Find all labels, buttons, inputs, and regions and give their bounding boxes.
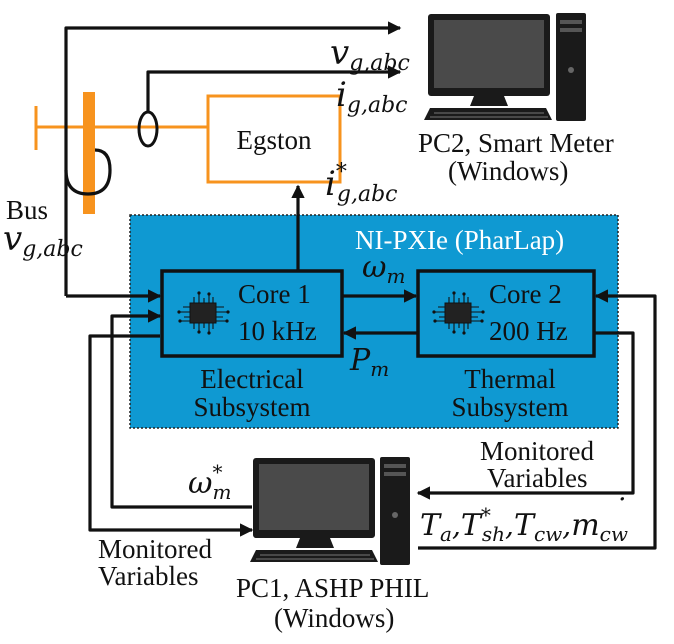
core1-name: Core 1 (238, 279, 311, 309)
current-sensor (139, 112, 157, 146)
monitored-right-1: Monitored (480, 436, 594, 466)
thermal-label-2: Subsystem (451, 392, 568, 422)
core1-rate: 10 kHz (238, 316, 317, 346)
pc2-os: (Windows) (448, 156, 568, 186)
istar-gabc: i* g,abc (325, 160, 397, 207)
thermal-label-1: Thermal (464, 364, 555, 394)
egston-label: Egston (236, 125, 312, 155)
monitored-left-1: Monitored (98, 534, 212, 564)
pc1-label: PC1, ASHP PHIL (236, 573, 429, 603)
omega-m-star: ω* m (188, 460, 231, 504)
pc1-computer-icon (250, 457, 410, 565)
monitored-right-2: Variables (487, 463, 587, 493)
mdot-accent: ˙ (612, 493, 627, 528)
i-gabc-pc2: ig,abc (336, 75, 407, 118)
bus-bar (83, 92, 95, 214)
pc2-computer-icon (424, 13, 586, 121)
electrical-label-1: Electrical (200, 364, 303, 394)
pc1-os: (Windows) (274, 603, 394, 633)
thermal-inputs: Ta,T* sh,Tcw,mcw (420, 503, 628, 546)
v-gabc-pc2: vg,abc (330, 33, 410, 76)
bus-v-gabc: vg,abc (3, 219, 83, 262)
core2-name: Core 2 (489, 279, 562, 309)
core2-rate: 200 Hz (489, 316, 568, 346)
pc2-label: PC2, Smart Meter (418, 128, 614, 158)
monitored-left-2: Variables (98, 561, 198, 591)
electrical-label-2: Subsystem (193, 392, 310, 422)
